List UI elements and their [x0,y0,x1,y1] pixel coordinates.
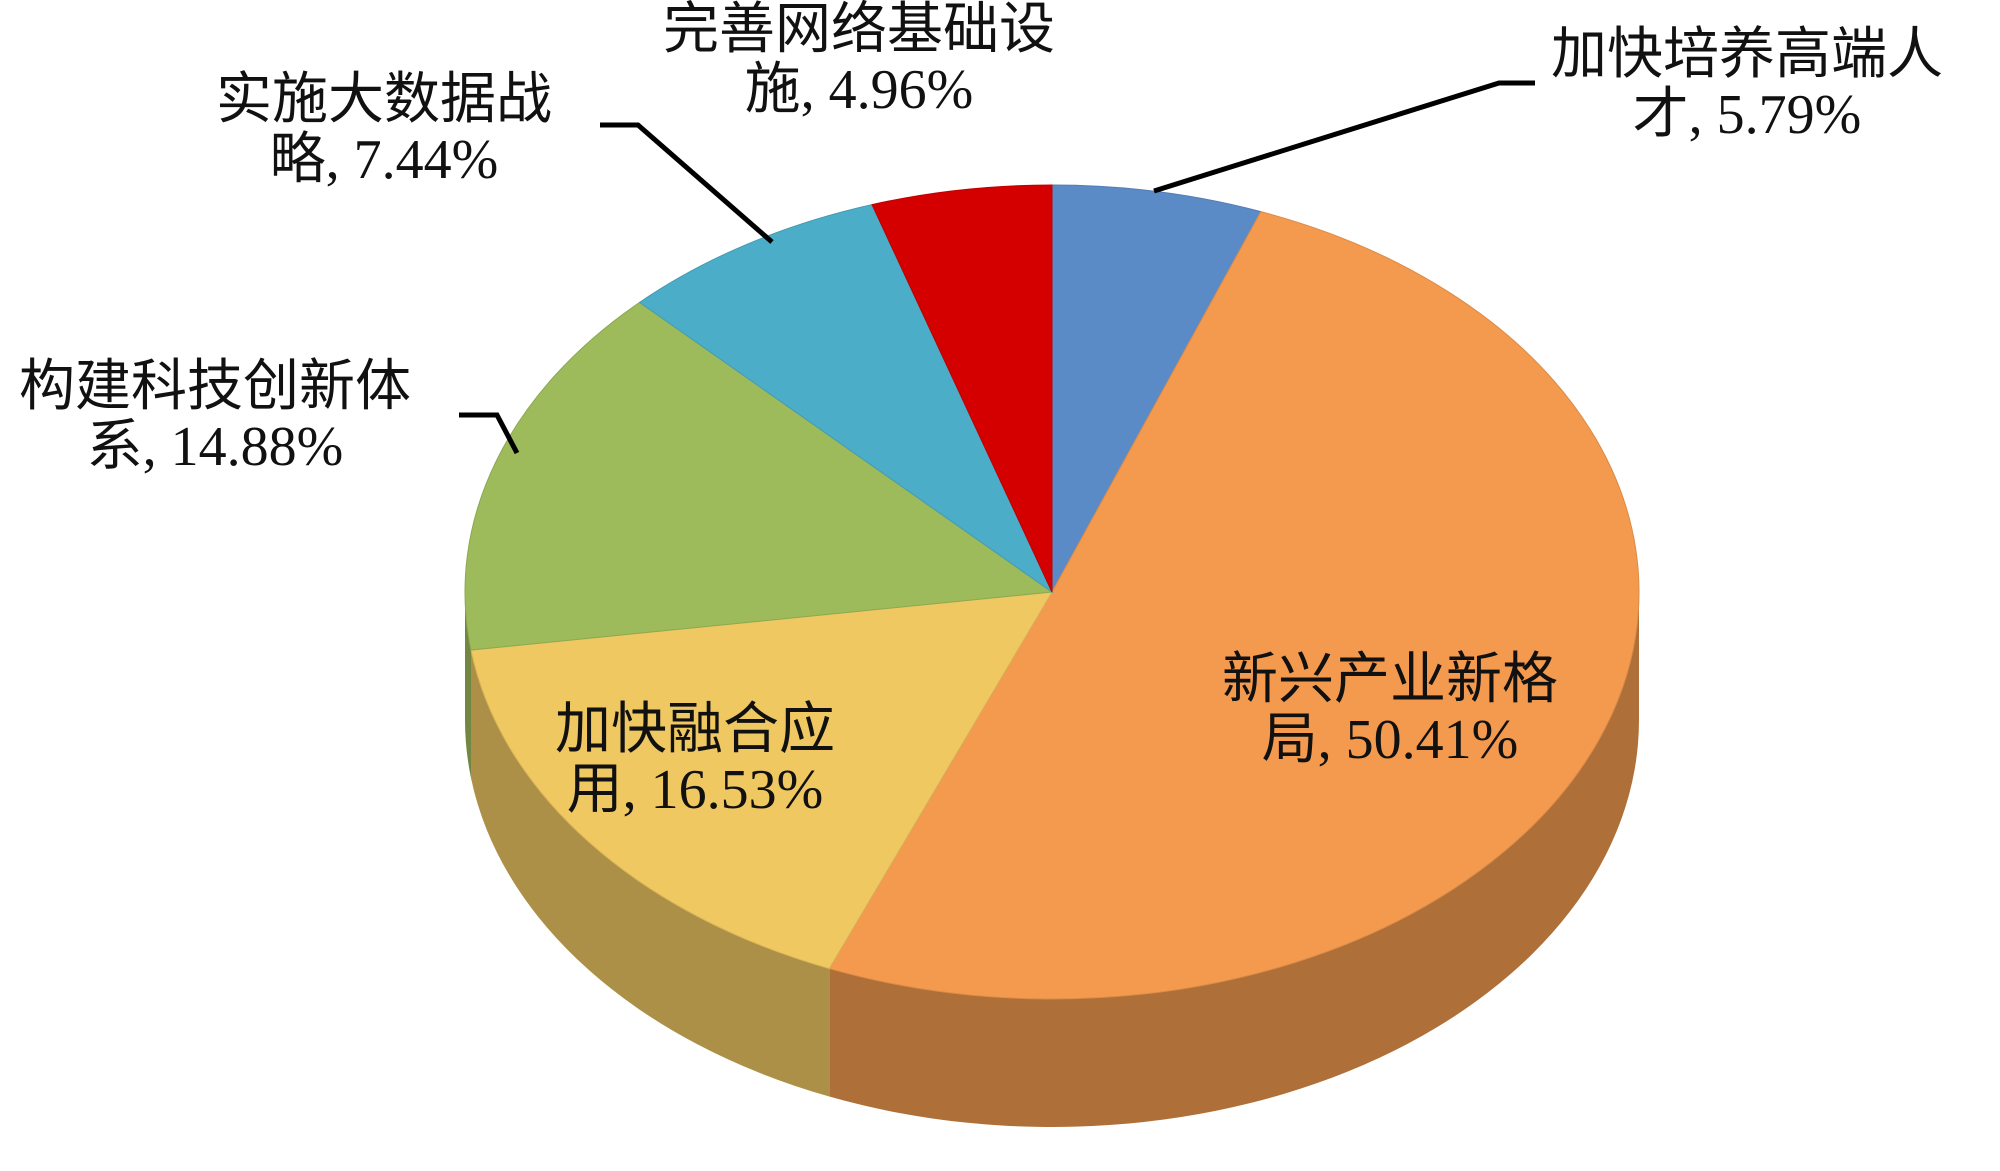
category: 实施大数据战略 [216,69,552,191]
value-label: 4.96% [828,59,974,121]
separator: , [325,129,354,191]
slice-side [470,650,830,1097]
slice-side [465,592,471,779]
slice-label: 实施大数据战略, 7.44% [204,70,564,190]
pie-slice [464,301,1054,651]
leader-line [600,122,774,244]
leaders [459,80,1535,455]
pie-slice [638,204,1054,594]
value-label: 50.41% [1345,709,1519,771]
slice-side [829,592,1639,1128]
value-label: 5.79% [1716,84,1862,146]
value-label: 16.53% [650,759,824,821]
separator: , [622,759,651,821]
value-label: 7.44% [353,129,499,191]
pie-sides [465,592,1639,1128]
category: 完善网络基础设施 [663,0,1055,121]
leader-line [1153,80,1535,194]
separator: , [1688,84,1717,146]
pie-slice [871,184,1053,593]
separator: , [142,416,171,478]
separator: , [800,59,829,121]
slice-label: 构建科技创新体系, 14.88% [0,357,430,477]
value-label: 14.88% [170,416,344,478]
slice-label: 完善网络基础设施, 4.96% [644,0,1074,120]
category: 构建科技创新体系 [19,356,411,478]
pie-slice [828,211,1640,1000]
category: 新兴产业新格局 [1222,649,1558,771]
slice-label: 加快培养高端人才, 5.79% [1537,25,1957,145]
category: 加快融合应用 [555,699,835,821]
separator: , [1317,709,1346,771]
slice-label: 加快融合应用, 16.53% [540,700,850,820]
slice-label: 新兴产业新格局, 50.41% [1210,650,1570,770]
pie-tops [464,184,1640,1000]
category: 加快培养高端人才 [1551,24,1943,146]
pie-slice [470,591,1053,970]
leader-line [459,412,520,455]
